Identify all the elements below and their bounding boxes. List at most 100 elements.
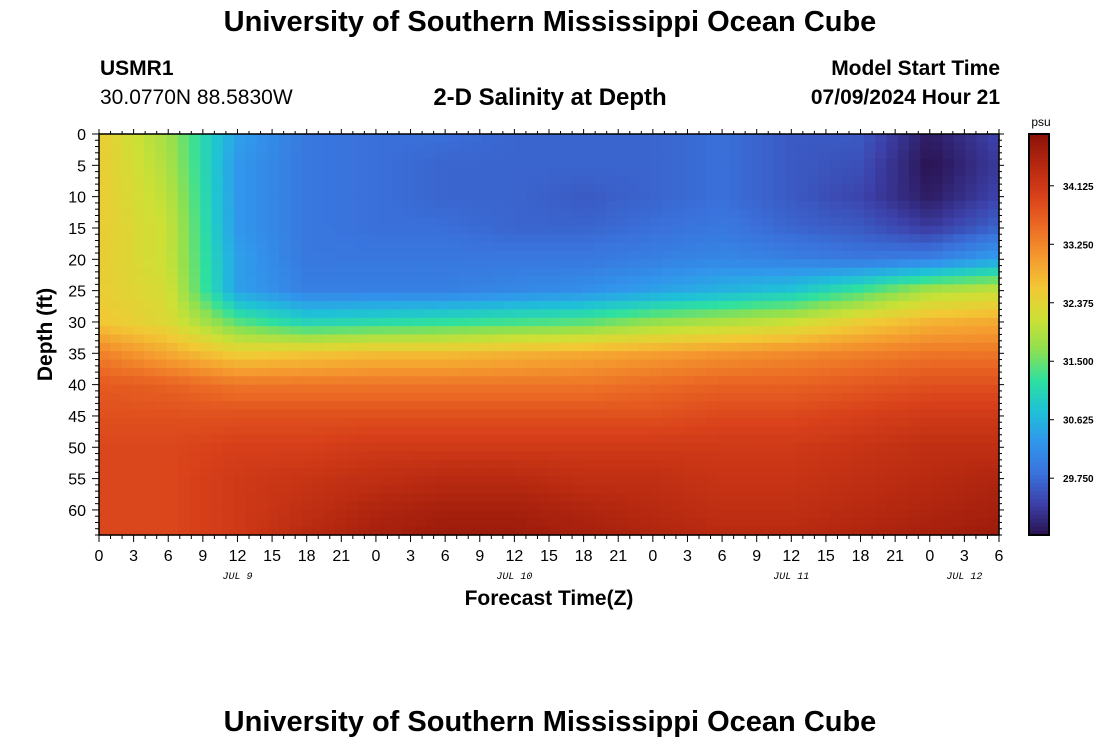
colorbar-segment [1029, 446, 1049, 452]
heatmap-cell [897, 526, 910, 536]
heatmap-cell [504, 334, 516, 344]
heatmap-cell [256, 367, 269, 377]
heatmap-cell [155, 359, 168, 369]
heatmap-cell [920, 351, 933, 361]
heatmap-cell [504, 451, 516, 461]
heatmap-cell [301, 376, 314, 386]
heatmap-cell [920, 159, 933, 169]
heatmap-cell [346, 334, 359, 344]
heatmap-cell [189, 476, 201, 486]
heatmap-cell [639, 276, 651, 285]
heatmap-cell [909, 309, 921, 319]
heatmap-cell [537, 267, 550, 277]
heatmap-cell [774, 468, 786, 478]
footer-title: University of Southern Mississippi Ocean… [223, 706, 877, 738]
heatmap-cell [976, 409, 989, 419]
heatmap-cell [796, 493, 809, 503]
heatmap-cell [684, 342, 696, 352]
colorbar-segment [1029, 134, 1049, 139]
x-tick-label: 3 [406, 548, 415, 565]
heatmap-cell [729, 376, 741, 386]
heatmap-cell [335, 342, 348, 352]
heatmap-cell [436, 518, 449, 528]
heatmap-cell [267, 159, 280, 169]
heatmap-cell [920, 334, 933, 344]
heatmap-cell [234, 509, 246, 519]
heatmap-cell [312, 409, 325, 419]
heatmap-cell [661, 418, 674, 427]
heatmap-cell [740, 334, 753, 344]
heatmap-cell [965, 242, 978, 252]
heatmap-cell [515, 342, 528, 352]
heatmap-cell [931, 468, 944, 478]
colorbar-segment [1029, 358, 1049, 364]
heatmap-cell [650, 150, 663, 160]
heatmap-cell [841, 317, 854, 327]
heatmap-cell [470, 526, 483, 536]
heatmap-cell [875, 234, 888, 244]
heatmap-cell [965, 476, 978, 486]
heatmap-cell [661, 175, 674, 185]
heatmap-cell [256, 459, 269, 469]
heatmap-cell [99, 192, 111, 202]
heatmap-cell [211, 259, 224, 269]
heatmap-cell [481, 342, 494, 352]
heatmap-cell [549, 401, 561, 411]
heatmap-cell [864, 409, 876, 419]
heatmap-cell [256, 359, 269, 369]
heatmap-cell [144, 426, 156, 436]
heatmap-cell [942, 518, 955, 528]
heatmap-cell [942, 409, 955, 419]
heatmap-cell [166, 376, 179, 386]
heatmap-cell [965, 309, 978, 319]
heatmap-cell [414, 200, 426, 210]
heatmap-cell [245, 267, 258, 277]
heatmap-cell [751, 518, 764, 528]
heatmap-cell [267, 501, 280, 511]
heatmap-cell [425, 493, 438, 503]
heatmap-cell [447, 509, 460, 519]
heatmap-cell [650, 200, 663, 210]
heatmap-cell [560, 184, 573, 194]
heatmap-cell [819, 434, 831, 444]
heatmap-cell [571, 426, 584, 436]
heatmap-cell [290, 342, 303, 352]
heatmap-cell [807, 284, 820, 294]
heatmap-cell [549, 392, 561, 402]
heatmap-cell [954, 392, 966, 402]
heatmap-cell [965, 267, 978, 277]
heatmap-cell [481, 234, 494, 244]
heatmap-cell [267, 150, 280, 160]
heatmap-cell [144, 134, 156, 143]
heatmap-cell [909, 459, 921, 469]
heatmap-cell [605, 493, 618, 503]
heatmap-cell [627, 284, 640, 294]
heatmap-cell [684, 301, 696, 311]
heatmap-cell [211, 459, 224, 469]
heatmap-cell [987, 443, 1000, 453]
heatmap-cell [582, 259, 595, 269]
heatmap-cell [526, 359, 539, 369]
heatmap-cell [515, 392, 528, 402]
heatmap-cell [256, 317, 269, 327]
heatmap-cell [537, 284, 550, 294]
heatmap-cell [357, 451, 370, 461]
heatmap-cell [729, 351, 741, 361]
heatmap-cell [402, 209, 415, 219]
heatmap-cell [369, 217, 381, 227]
heatmap-cell [447, 192, 460, 202]
heatmap-cell [245, 284, 258, 294]
heatmap-cell [447, 342, 460, 352]
colorbar-segment [1029, 434, 1049, 440]
heatmap-cell [301, 342, 314, 352]
heatmap-cell [594, 142, 606, 152]
heatmap-cell [279, 367, 291, 377]
heatmap-cell [279, 392, 291, 402]
heatmap-cell [717, 301, 730, 311]
heatmap-cell [380, 134, 393, 143]
heatmap-cell [616, 351, 629, 361]
heatmap-cell [470, 217, 483, 227]
heatmap-cell [796, 401, 809, 411]
heatmap-cell [166, 509, 179, 519]
heatmap-cell [639, 301, 651, 311]
